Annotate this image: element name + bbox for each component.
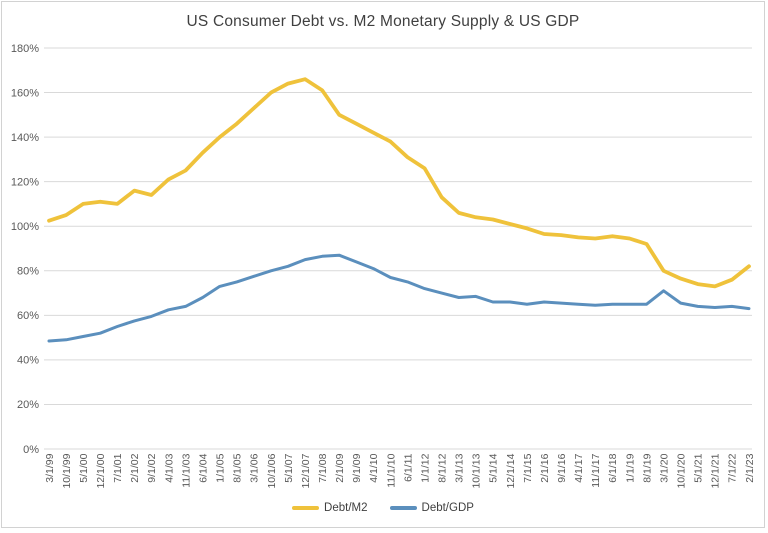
x-tick-label: 12/1/14: [505, 453, 517, 488]
x-tick-label: 4/1/17: [573, 453, 585, 482]
y-tick-label: 160%: [11, 87, 39, 99]
x-tick-label: 2/1/16: [539, 453, 551, 482]
legend-item-debt-gdp: Debt/GDP: [389, 502, 474, 514]
x-tick-label: 4/1/03: [163, 453, 175, 482]
y-tick-label: 100%: [11, 221, 39, 233]
y-tick-label: 140%: [11, 132, 39, 144]
x-tick-label: 11/1/10: [385, 453, 397, 487]
x-tick-label: 9/1/09: [351, 453, 363, 482]
x-tick-label: 6/1/04: [197, 453, 209, 482]
x-tick-label: 7/1/01: [112, 453, 124, 482]
x-tick-label: 10/1/13: [471, 453, 483, 488]
x-tick-label: 5/1/07: [283, 453, 295, 482]
legend-item-debt-m2: Debt/M2: [292, 502, 368, 514]
x-tick-label: 10/1/06: [266, 453, 278, 488]
x-tick-label: 1/1/05: [215, 453, 227, 482]
x-tick-label: 10/1/99: [61, 453, 73, 488]
x-tick-label: 8/1/05: [232, 453, 244, 482]
x-tick-label: 7/1/08: [317, 453, 329, 482]
legend-label-debt-gdp: Debt/GDP: [421, 502, 474, 514]
legend-swatch-debt-m2: [292, 506, 320, 510]
series-line-debt-gdp: [47, 253, 751, 343]
y-tick-label: 20%: [17, 399, 39, 411]
x-tick-label: 8/1/12: [436, 453, 448, 482]
x-tick-label: 7/1/22: [727, 453, 739, 482]
y-tick-label: 40%: [17, 355, 39, 367]
y-tick-label: 0%: [23, 444, 39, 456]
x-tick-label: 8/1/19: [641, 453, 653, 482]
x-tick-label: 10/1/20: [676, 453, 688, 488]
x-tick-label: 1/1/12: [419, 453, 431, 482]
x-tick-label: 1/1/19: [624, 453, 636, 482]
y-tick-label: 80%: [17, 266, 39, 278]
x-tick-label: 12/1/00: [95, 453, 107, 488]
chart-title: US Consumer Debt vs. M2 Monetary Supply …: [186, 13, 580, 30]
x-tick-label: 3/1/13: [454, 453, 466, 482]
x-tick-label: 5/1/00: [78, 453, 90, 482]
x-tick-label: 7/1/15: [522, 453, 534, 482]
y-tick-label: 180%: [11, 43, 39, 55]
x-tick-label: 2/1/23: [744, 453, 756, 482]
x-tick-label: 5/1/14: [488, 453, 500, 482]
x-tick-label: 12/1/21: [710, 453, 722, 488]
x-tick-label: 2/1/09: [334, 453, 346, 482]
legend: Debt/M2 Debt/GDP: [2, 502, 764, 514]
x-tick-label: 5/1/21: [693, 453, 705, 482]
y-tick-label: 120%: [11, 176, 39, 188]
series-line-debt-m2: [47, 77, 751, 289]
x-tick-label: 12/1/07: [300, 453, 312, 488]
x-tick-label: 3/1/20: [658, 453, 670, 482]
legend-swatch-debt-gdp: [389, 506, 417, 510]
x-tick-label: 11/1/17: [590, 453, 602, 487]
x-tick-label: 6/1/18: [607, 453, 619, 482]
x-tick-label: 6/1/11: [402, 453, 414, 482]
x-tick-label: 9/1/02: [146, 453, 158, 482]
x-tick-label: 4/1/10: [368, 453, 380, 482]
legend-label-debt-m2: Debt/M2: [324, 502, 368, 514]
y-tick-label: 60%: [17, 310, 39, 322]
x-tick-label: 3/1/99: [44, 453, 56, 482]
x-tick-label: 2/1/02: [129, 453, 141, 482]
x-tick-label: 3/1/06: [249, 453, 261, 482]
x-tick-label: 11/1/03: [180, 453, 192, 487]
x-tick-label: 9/1/16: [556, 453, 568, 482]
